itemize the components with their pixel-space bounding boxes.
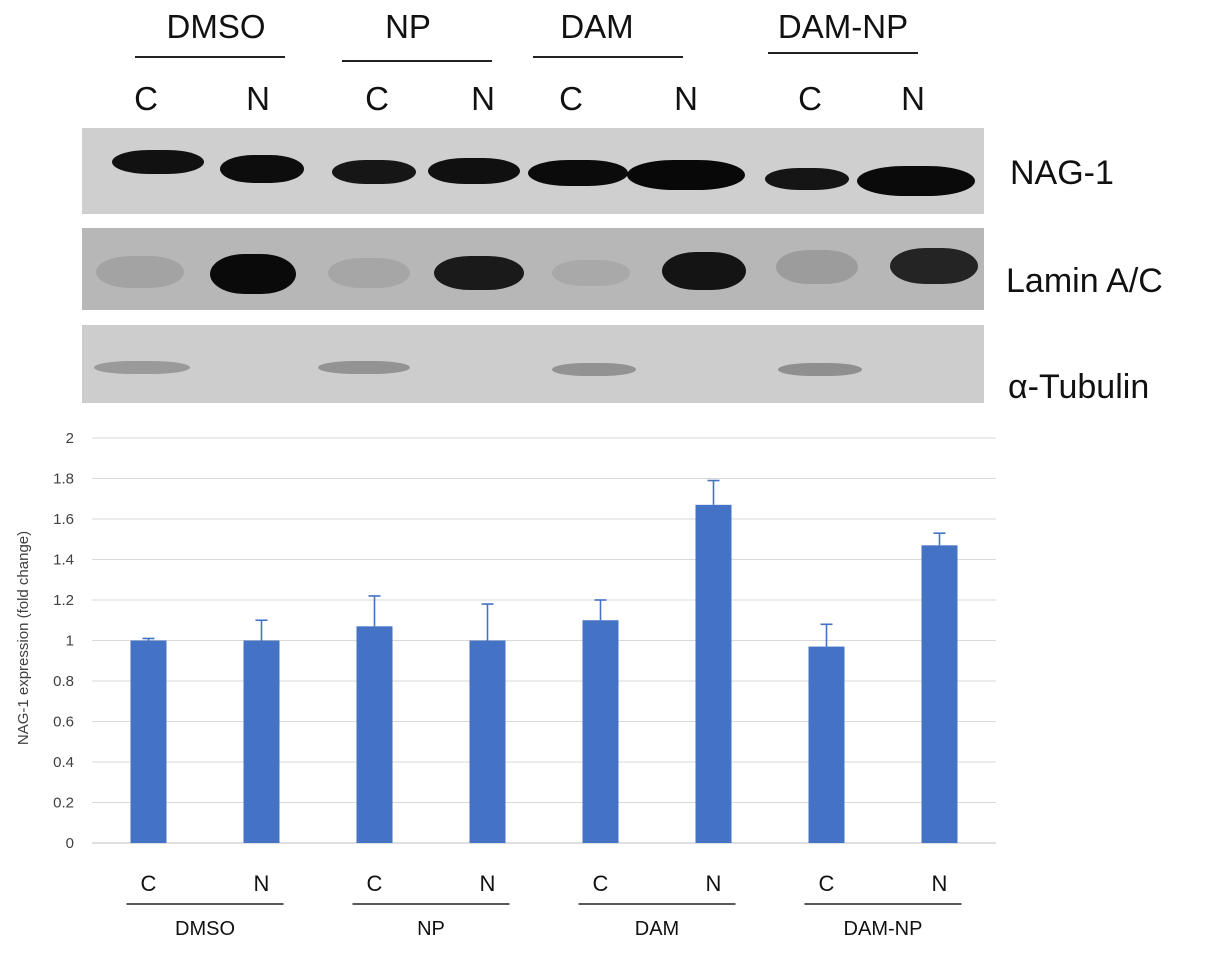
blot-lane-label: C	[559, 80, 583, 117]
bar	[130, 640, 167, 843]
bar	[243, 640, 280, 843]
x-tick-label: C	[367, 871, 383, 896]
blot-group-label-dam-np: DAM-NP	[777, 8, 909, 45]
y-tick-label: 1.2	[53, 592, 74, 609]
blot-panel-nag1	[82, 128, 984, 214]
x-tick-label: N	[480, 871, 496, 896]
blot-lane-label: N	[246, 80, 270, 117]
blot-lane-label: N	[471, 80, 495, 117]
blot-lane-label: C	[134, 80, 158, 117]
blot-name-tubulin: α-Tubulin	[1008, 368, 1150, 406]
bar	[582, 620, 619, 843]
blot-band	[220, 155, 304, 183]
blot-band	[765, 168, 849, 190]
bar-chart: NAG-1 expression (fold change) 0 0.2 0.4 0.…	[15, 430, 996, 940]
blot-header: DMSO NP DAM DAM-NP C N C N C N C N	[0, 0, 1205, 130]
blot-group-line-np	[342, 60, 492, 62]
x-group-label: NP	[417, 918, 445, 940]
blot-panel-tubulin	[82, 325, 984, 403]
bar	[356, 626, 393, 843]
blot-group-line-dam	[533, 56, 683, 58]
blot-group-label-np: NP	[385, 8, 431, 45]
x-group-label: DMSO	[175, 918, 235, 940]
x-tick-label: N	[254, 871, 270, 896]
x-tick-label: C	[819, 871, 835, 896]
blot-band	[552, 260, 630, 286]
blot-band	[890, 248, 978, 284]
blot-band	[428, 158, 520, 184]
x-tick-label: N	[706, 871, 722, 896]
bar	[808, 646, 845, 843]
blot-lane-label: C	[798, 80, 822, 117]
blot-panel-lamin	[82, 228, 984, 310]
blot-band	[434, 256, 524, 290]
bar	[921, 545, 958, 843]
blot-band	[112, 150, 204, 174]
blot-band	[776, 250, 858, 284]
blot-band	[528, 160, 628, 186]
blot-lane-label: C	[365, 80, 389, 117]
y-tick-label: 1.6	[53, 511, 74, 528]
blot-band	[96, 256, 184, 288]
bar	[469, 640, 506, 843]
x-tick-label: C	[141, 871, 157, 896]
blot-band	[552, 363, 636, 376]
x-tick-label: N	[932, 871, 948, 896]
y-tick-label: 1	[66, 633, 74, 650]
blot-name-nag1: NAG-1	[1010, 154, 1114, 192]
x-tick-label: C	[593, 871, 609, 896]
chart-y-axis-label: NAG-1 expression (fold change)	[15, 531, 32, 745]
blot-band	[662, 252, 746, 290]
blot-group-label-dmso: DMSO	[166, 8, 266, 45]
y-tick-label: 0	[66, 835, 74, 852]
y-tick-label: 0.2	[53, 795, 74, 812]
bar	[695, 504, 732, 843]
y-tick-label: 1.8	[53, 471, 74, 488]
blot-band	[778, 363, 862, 376]
blot-band	[328, 258, 410, 288]
y-tick-label: 0.4	[53, 754, 74, 771]
blot-group-line-dam-np	[768, 52, 918, 54]
blot-band	[210, 254, 296, 294]
y-tick-label: 0.8	[53, 673, 74, 690]
blot-group-line-dmso	[135, 56, 285, 58]
blot-name-lamin: Lamin A/C	[1006, 262, 1163, 300]
blot-lane-label: N	[674, 80, 698, 117]
blot-band	[627, 160, 745, 190]
blot-band	[94, 361, 190, 374]
y-tick-label: 0.6	[53, 714, 74, 731]
y-tick-label: 2	[66, 430, 74, 447]
blot-band	[318, 361, 410, 374]
y-tick-label: 1.4	[53, 552, 74, 569]
blot-band	[857, 166, 975, 196]
blot-group-label-dam: DAM	[560, 8, 634, 45]
blot-band	[332, 160, 416, 184]
x-group-label: DAM-NP	[844, 918, 923, 940]
blot-lane-label: N	[901, 80, 925, 117]
x-group-label: DAM	[635, 918, 679, 940]
